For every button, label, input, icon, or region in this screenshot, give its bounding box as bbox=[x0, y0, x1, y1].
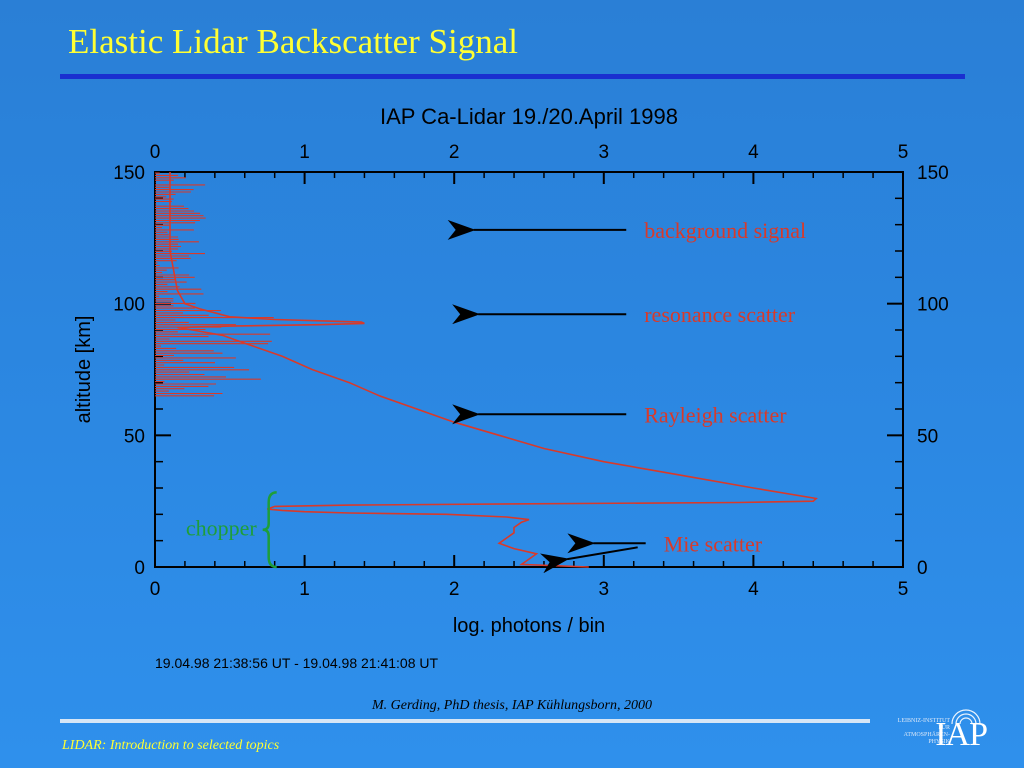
x-tick-label-bottom: 1 bbox=[299, 579, 310, 600]
x-tick-label-top: 5 bbox=[898, 142, 909, 163]
x-tick-label-top: 4 bbox=[748, 142, 759, 163]
x-tick-label-bottom: 4 bbox=[748, 579, 759, 600]
logo-rays-icon bbox=[951, 709, 981, 725]
timestamp: 19.04.98 21:38:56 UT - 19.04.98 21:41:08… bbox=[155, 655, 439, 671]
x-tick-label-bottom: 0 bbox=[150, 579, 161, 600]
y-tick-label-left: 50 bbox=[124, 426, 145, 447]
chopper-bracket bbox=[262, 491, 277, 569]
noise-signal bbox=[155, 172, 274, 397]
x-tick-label-top: 1 bbox=[299, 142, 310, 163]
y-tick-label-right: 100 bbox=[917, 295, 949, 316]
citation: M. Gerding, PhD thesis, IAP Kühlungsborn… bbox=[372, 698, 652, 713]
x-tick-label-top: 3 bbox=[599, 142, 610, 163]
bottom-divider bbox=[60, 719, 870, 723]
iap-logo: LEIBNIZ-INSTITUT FÜR ATMOSPHÄREN- PHYSIK… bbox=[890, 696, 1005, 756]
annotation-arrow-secondary bbox=[540, 546, 638, 574]
annotation-label: resonance scatter bbox=[644, 302, 796, 327]
lidar-chart: IAP Ca-Lidar 19./20.April 19980011223344… bbox=[73, 104, 949, 671]
y-tick-label-right: 150 bbox=[917, 163, 949, 184]
x-axis-label: log. photons / bin bbox=[453, 615, 605, 637]
y-tick-label-left: 0 bbox=[134, 558, 145, 579]
slide-title: Elastic Lidar Backscatter Signal bbox=[68, 22, 518, 61]
y-tick-label-left: 100 bbox=[113, 295, 145, 316]
y-tick-label-right: 0 bbox=[917, 558, 928, 579]
x-tick-label-top: 0 bbox=[150, 142, 161, 163]
logo-institute-text: LEIBNIZ-INSTITUT FÜR ATMOSPHÄREN- PHYSIK bbox=[897, 718, 950, 745]
footer-text: LIDAR: Introduction to selected topics bbox=[62, 738, 280, 753]
x-tick-label-bottom: 2 bbox=[449, 579, 460, 600]
chopper-label: chopper bbox=[186, 516, 258, 541]
annotation-label: background signal bbox=[644, 218, 806, 243]
x-tick-label-top: 2 bbox=[449, 142, 460, 163]
y-tick-label-left: 150 bbox=[113, 163, 145, 184]
y-axis-label: altitude [km] bbox=[73, 316, 95, 424]
annotation-label: Mie scatter bbox=[664, 531, 763, 556]
signal-line bbox=[169, 172, 818, 568]
logo-text: IAP bbox=[935, 716, 988, 753]
chart-title: IAP Ca-Lidar 19./20.April 1998 bbox=[380, 104, 678, 129]
y-tick-label-right: 50 bbox=[917, 426, 938, 447]
x-tick-label-bottom: 5 bbox=[898, 579, 909, 600]
annotation-label: Rayleigh scatter bbox=[644, 402, 787, 427]
top-divider bbox=[60, 74, 965, 79]
x-tick-label-bottom: 3 bbox=[599, 579, 610, 600]
